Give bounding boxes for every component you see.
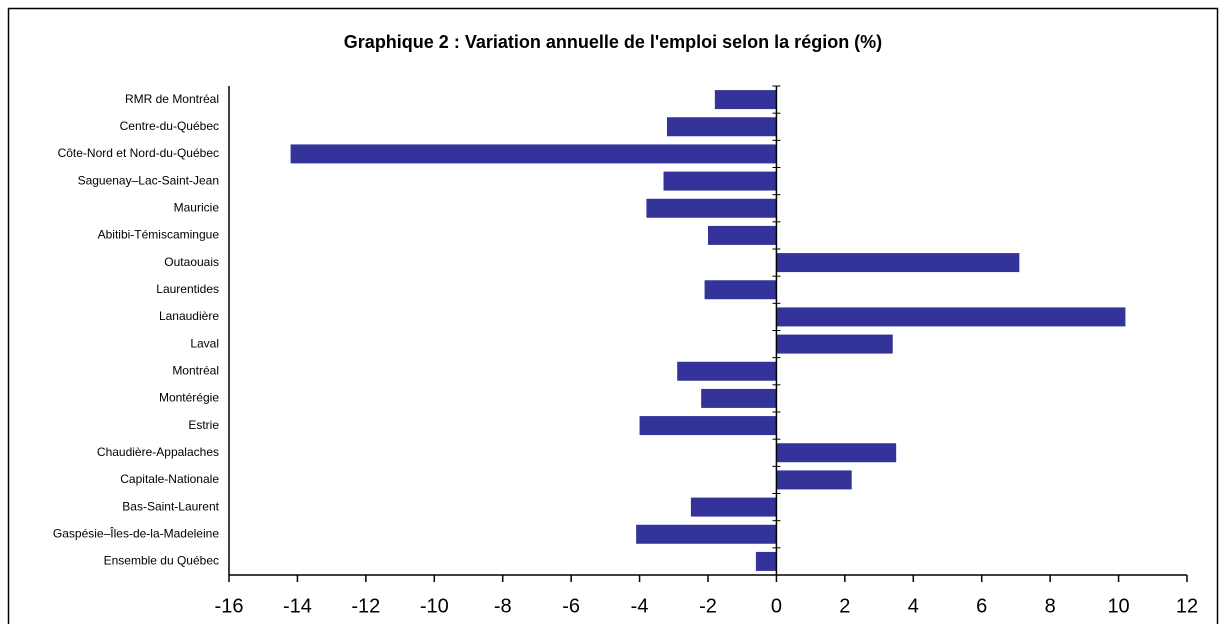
bar [776,334,893,354]
chart-title: Graphique 2 : Variation annuelle de l'em… [344,32,882,52]
bar [708,225,777,245]
x-tick-label: -4 [631,595,649,617]
y-category-label: Laval [190,336,219,350]
bar [776,470,852,490]
bar [714,90,777,110]
bar [690,497,777,517]
y-category-label: Lanaudière [159,309,219,323]
bar [666,117,777,137]
x-tick-label: 0 [771,595,782,617]
bar [704,280,777,300]
y-category-label: Gaspésie–Îles-de-la-Madeleine [53,525,219,540]
y-category-label: Capitale-Nationale [120,472,219,486]
y-category-label: Chaudière-Appalaches [97,445,219,459]
y-category-label: Abitibi-Témiscamingue [98,228,220,242]
y-category-label: Centre-du-Québec [120,119,219,133]
bar [636,524,777,544]
x-tick-label: 6 [976,595,987,617]
bar [776,443,897,463]
x-tick-label: -8 [494,595,512,617]
x-tick-label: -2 [699,595,717,617]
x-tick-label: -14 [283,595,312,617]
bar [646,198,777,218]
y-category-label: Laurentides [156,282,219,296]
x-tick-label: -6 [562,595,580,617]
x-tick-label: -16 [215,595,244,617]
bar [776,253,1020,273]
y-category-label: Côte-Nord et Nord-du-Québec [58,146,219,160]
x-tick-label: 8 [1045,595,1056,617]
y-category-label: Montréal [172,363,219,377]
x-tick-label: -10 [420,595,449,617]
x-tick-label: 4 [908,595,919,617]
y-category-label: Saguenay–Lac-Saint-Jean [78,173,219,187]
bar [639,416,777,436]
x-tick-label: -12 [351,595,380,617]
bar [776,307,1126,327]
bar [701,388,777,408]
y-category-label: Bas-Saint-Laurent [122,499,219,513]
y-category-label: Montérégie [159,391,219,405]
bar [663,171,777,191]
y-category-label: Ensemble du Québec [104,554,219,568]
y-category-label: Estrie [188,418,219,432]
x-tick-label: 2 [839,595,850,617]
x-tick-label: 12 [1176,595,1198,617]
y-category-label: RMR de Montréal [125,92,219,106]
x-tick-label: 10 [1107,595,1129,617]
y-category-label: Mauricie [174,200,220,214]
bar [290,144,777,164]
bar [755,551,777,571]
y-category-label: Outaouais [164,255,219,269]
bar [677,361,777,381]
